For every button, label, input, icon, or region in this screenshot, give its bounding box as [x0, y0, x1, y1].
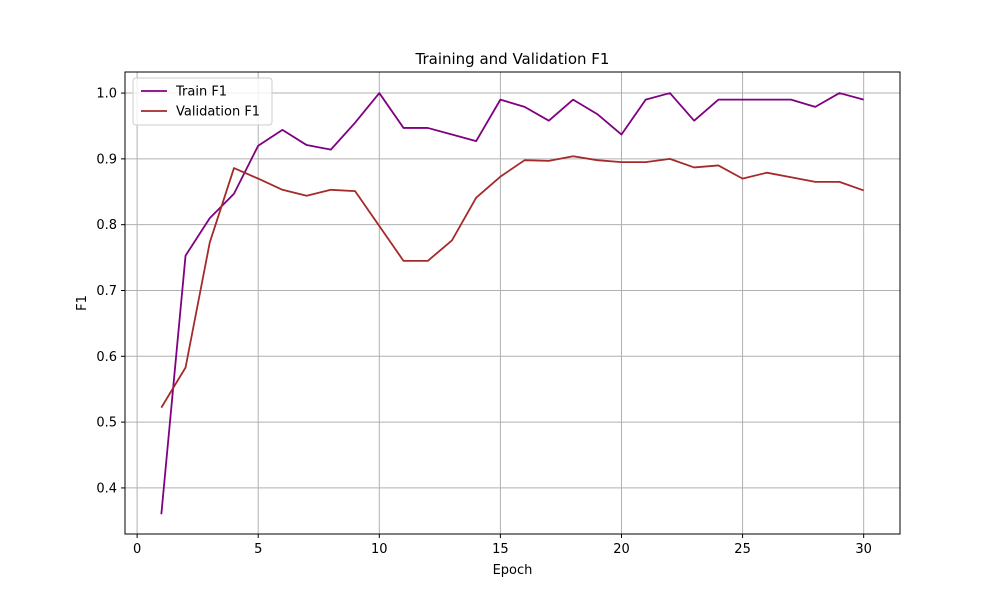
- legend-label-validation: Validation F1: [176, 105, 260, 120]
- y-axis-label: F1: [75, 295, 90, 311]
- x-tick-label: 25: [734, 542, 751, 557]
- x-tick-label: 20: [613, 542, 630, 557]
- chart-title: Training and Validation F1: [415, 50, 610, 68]
- x-tick-label: 5: [254, 542, 262, 557]
- plot-frame: [124, 71, 901, 535]
- train-f1-line: [160, 92, 864, 515]
- y-tick-label: 1.0: [96, 87, 117, 102]
- series-lines: [160, 92, 864, 515]
- validation-f1-line: [160, 155, 864, 409]
- y-tick-label: 0.8: [96, 218, 117, 233]
- legend-box: [132, 77, 273, 126]
- y-tick-label: 0.9: [96, 152, 117, 167]
- x-axis-label: Epoch: [493, 563, 533, 578]
- y-tick-label: 0.6: [96, 350, 117, 365]
- legend: Train F1 Validation F1: [132, 77, 273, 126]
- legend-label-train: Train F1: [175, 85, 227, 100]
- grid: [125, 72, 900, 534]
- y-tick-label: 0.5: [96, 416, 117, 431]
- axis-ticks: 0 5 10 15 20 25 30 0.4 0.5 0.6 0.7 0.8 0.9 1.0: [96, 87, 872, 557]
- y-tick-label: 0.7: [96, 284, 117, 299]
- x-tick-label: 30: [855, 542, 872, 557]
- y-tick-label: 0.4: [96, 481, 117, 496]
- x-tick-label: 10: [371, 542, 388, 557]
- x-tick-label: 15: [492, 542, 509, 557]
- x-tick-label: 0: [133, 542, 141, 557]
